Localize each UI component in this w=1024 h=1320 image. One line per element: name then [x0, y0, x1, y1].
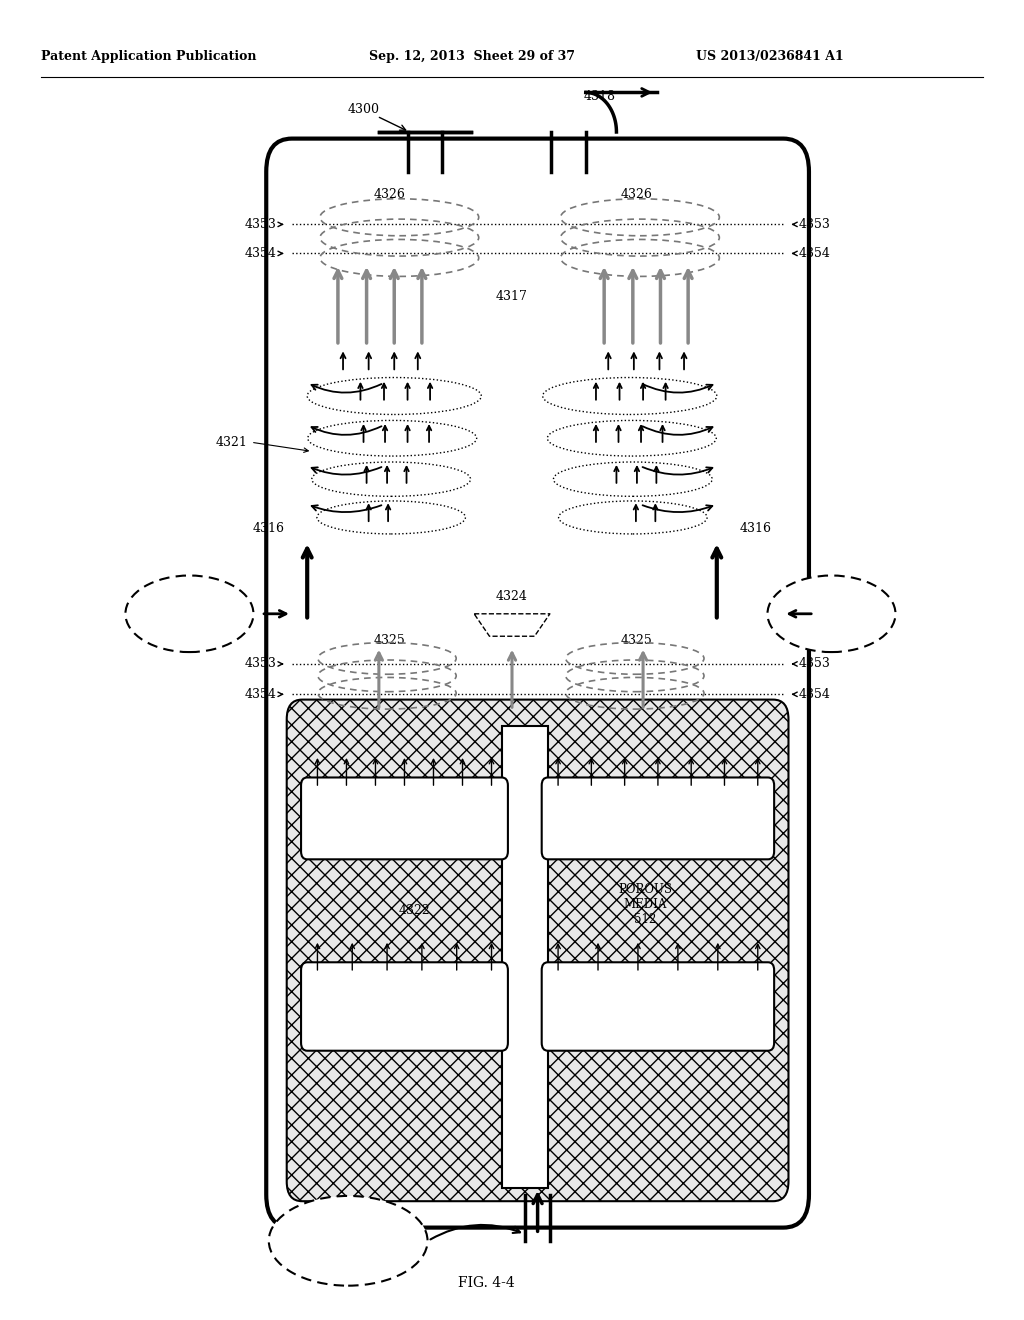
FancyBboxPatch shape	[542, 962, 774, 1051]
Text: 4322: 4322	[398, 904, 431, 917]
Text: 4354: 4354	[799, 247, 830, 260]
Text: 4315: 4315	[645, 715, 676, 729]
FancyBboxPatch shape	[301, 777, 508, 859]
Text: 4354: 4354	[245, 247, 276, 260]
Text: 4220: 4220	[818, 618, 845, 626]
Text: 4300: 4300	[347, 103, 380, 116]
Text: LEC FUEL: LEC FUEL	[162, 602, 217, 610]
Text: POROUS
MEDIA
512: POROUS MEDIA 512	[618, 883, 672, 925]
Text: 4316: 4316	[739, 521, 771, 535]
Text: AIR-FUEL: AIR-FUEL	[322, 1218, 375, 1226]
Text: 4315: 4315	[343, 715, 374, 729]
Text: 4353: 4353	[799, 218, 830, 231]
Text: US 2013/0236841 A1: US 2013/0236841 A1	[696, 50, 844, 63]
Ellipse shape	[125, 576, 254, 652]
Text: 4353: 4353	[245, 218, 276, 231]
Text: Sep. 12, 2013  Sheet 29 of 37: Sep. 12, 2013 Sheet 29 of 37	[369, 50, 574, 63]
Text: FIG. 4-4: FIG. 4-4	[458, 1276, 515, 1290]
Text: 4326: 4326	[373, 187, 406, 201]
Text: 4325: 4325	[373, 634, 406, 647]
Text: MIXTURE: MIXTURE	[322, 1236, 375, 1243]
Text: 4354: 4354	[245, 688, 276, 701]
Text: 4354: 4354	[799, 688, 830, 701]
Text: 4314: 4314	[497, 715, 527, 729]
Text: 4353: 4353	[245, 657, 276, 671]
Ellipse shape	[768, 576, 895, 652]
Ellipse shape	[268, 1196, 428, 1286]
Text: LEC FUEL: LEC FUEL	[804, 602, 859, 610]
Text: 4321: 4321	[216, 436, 248, 449]
Text: 4005: 4005	[335, 1253, 361, 1261]
FancyBboxPatch shape	[542, 777, 774, 859]
Text: 4316: 4316	[253, 521, 285, 535]
Text: 4353: 4353	[799, 657, 830, 671]
FancyBboxPatch shape	[301, 962, 508, 1051]
FancyBboxPatch shape	[266, 139, 809, 1228]
Text: Patent Application Publication: Patent Application Publication	[41, 50, 256, 63]
Text: 4325: 4325	[621, 634, 653, 647]
Text: 4317: 4317	[496, 290, 528, 304]
FancyBboxPatch shape	[502, 726, 548, 1188]
FancyBboxPatch shape	[287, 700, 788, 1201]
Text: 4318: 4318	[584, 90, 615, 103]
Text: 4220: 4220	[176, 618, 203, 626]
Text: 4326: 4326	[621, 187, 653, 201]
Text: 4324: 4324	[496, 590, 528, 603]
